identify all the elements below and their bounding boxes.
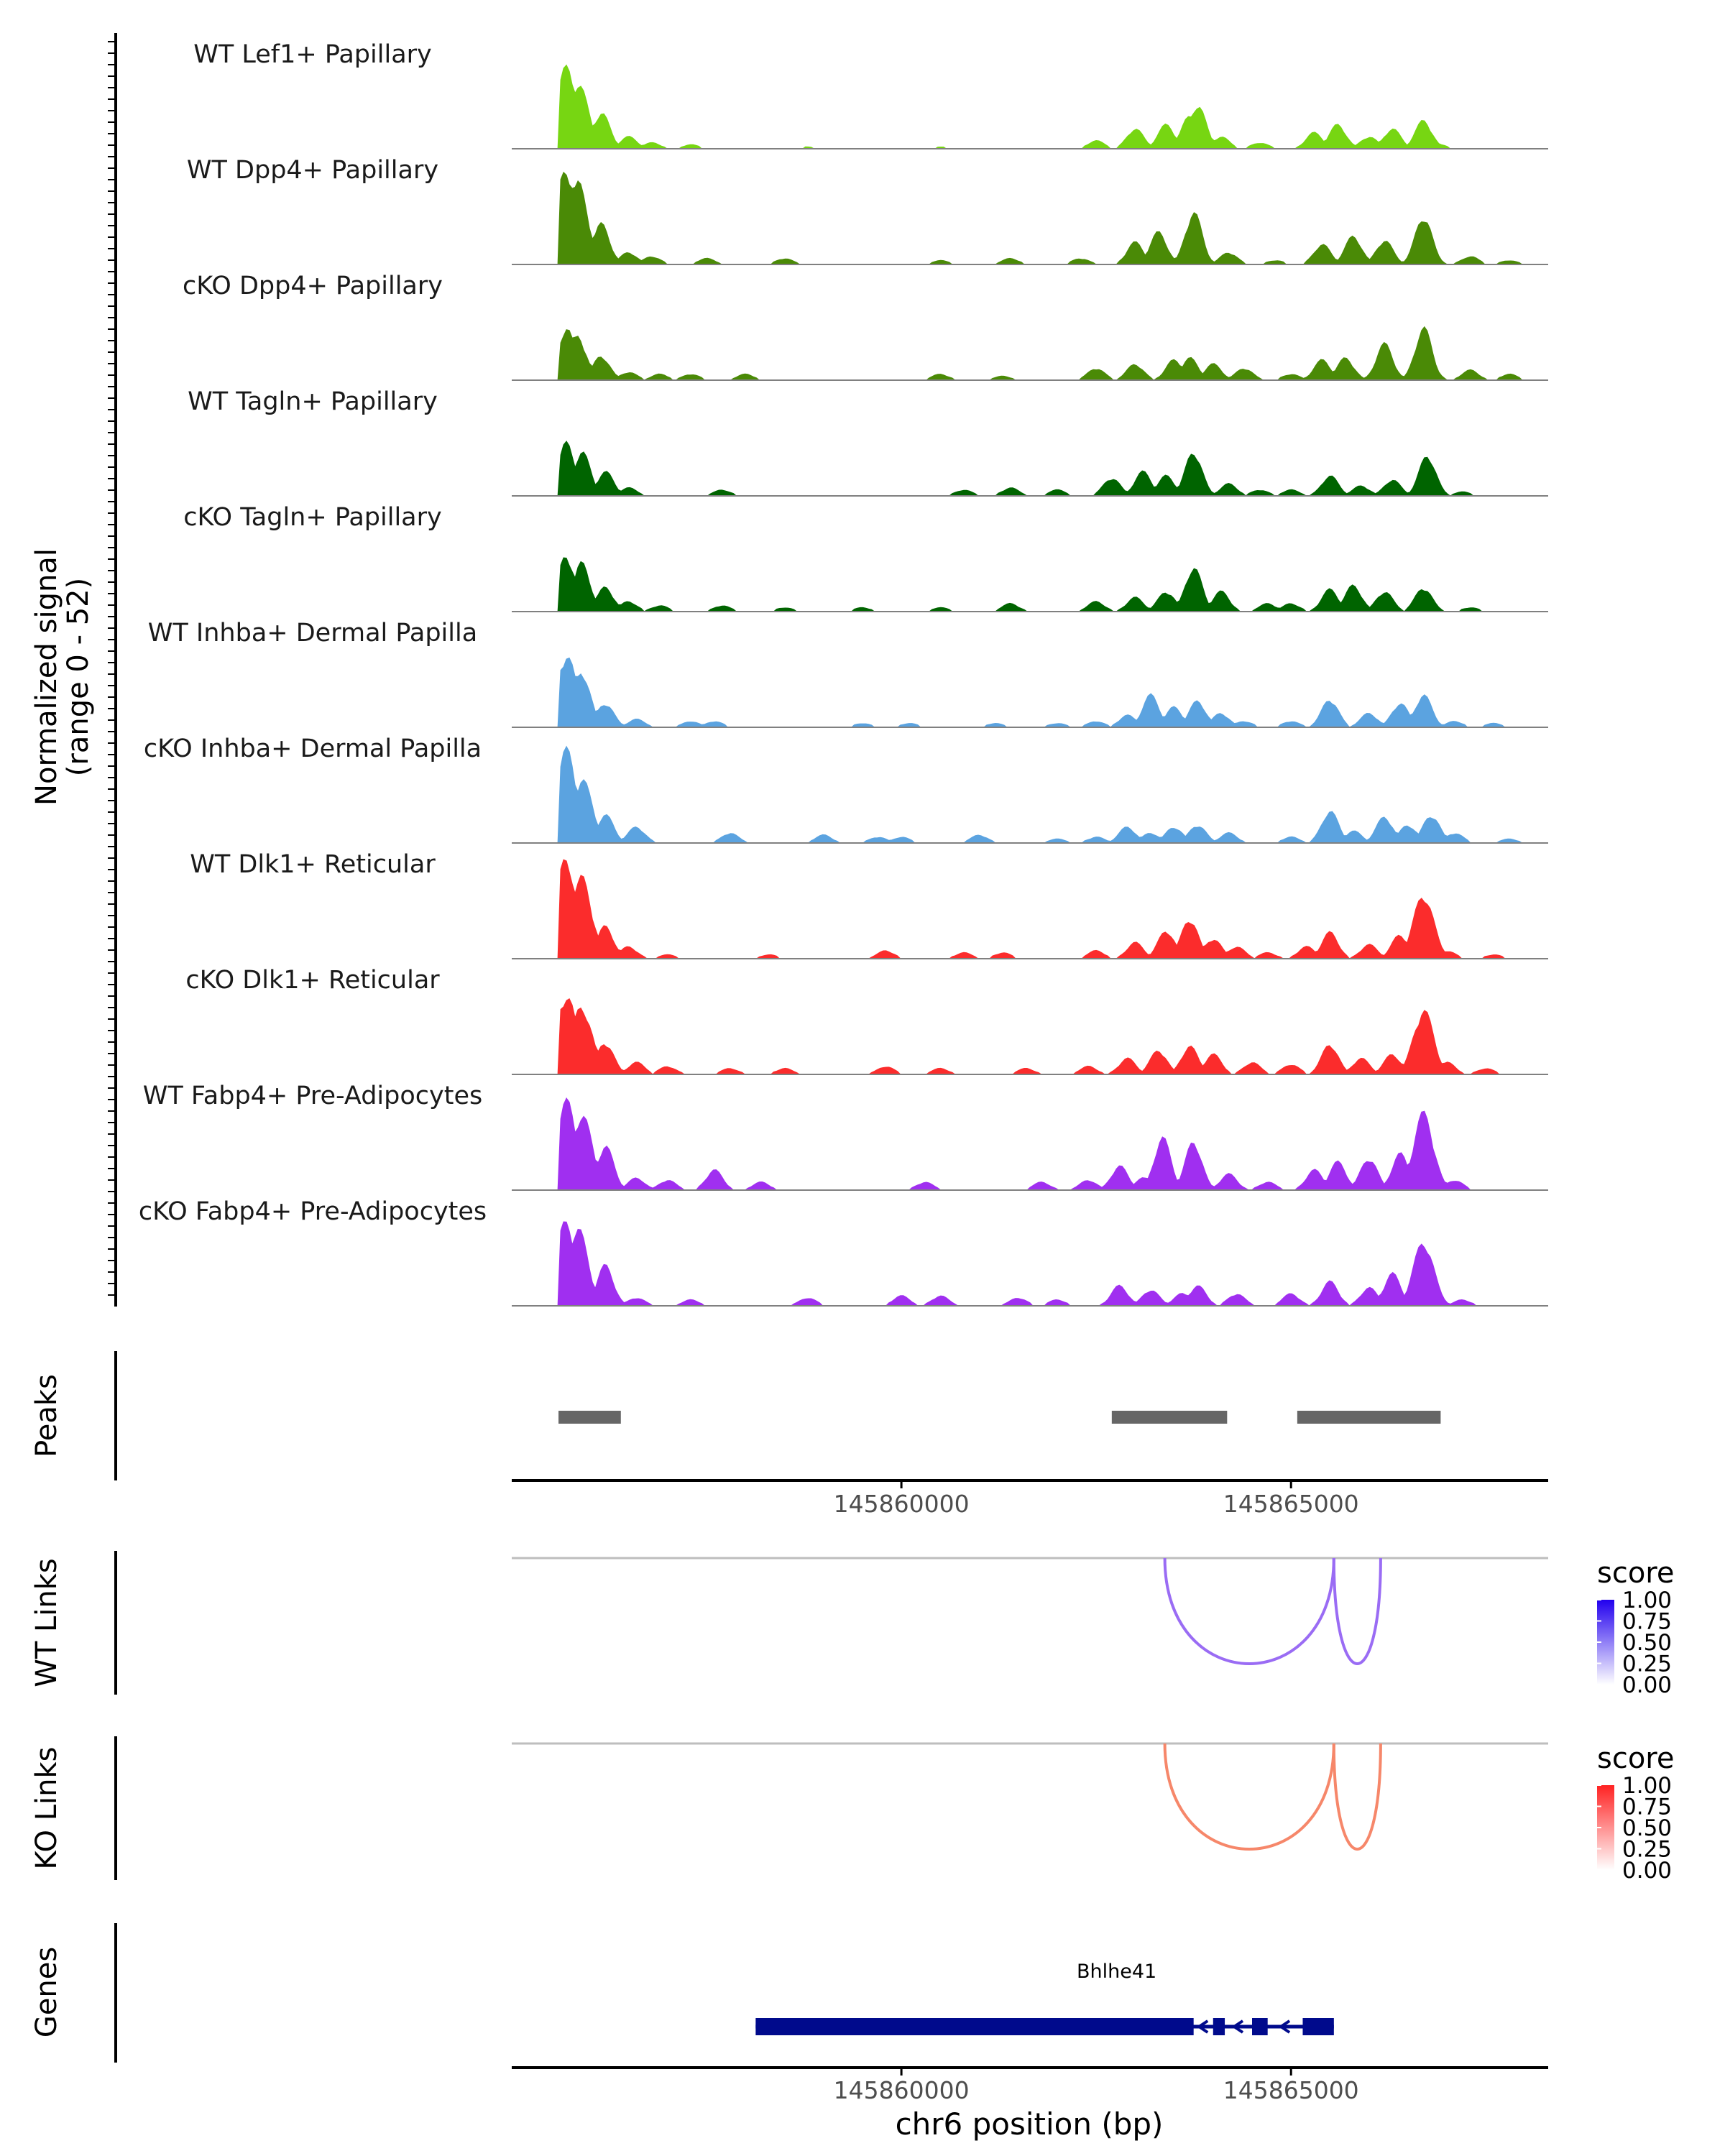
coverage-area [512,326,1548,381]
ko-score-legend: score 1.000.750.500.250.00 [1597,1742,1674,1884]
legend-tick-label: 0.50 [1622,1815,1672,1841]
coverage-area [512,1097,1548,1191]
ko-link-arcs [1163,1743,1382,1851]
coverage-track: cKO Inhba+ Dermal Papilla [144,734,1548,844]
coverage-track: WT Fabp4+ Pre-Adipocytes [143,1082,1548,1191]
peak-region [558,1411,621,1424]
wt-links-label: WT Links [30,1558,63,1687]
genes-panel: Genes Bhlhe41 145860000 145865000 chr6 po… [30,1923,1548,2142]
coverage-track: WT Dlk1+ Reticular [190,850,1548,959]
link-arc [1163,1557,1335,1665]
gene-exon [755,2018,1194,2035]
track-label: cKO Fabp4+ Pre-Adipocytes [139,1197,487,1226]
coverage-y-label-range: (range 0 - 52) [62,578,95,776]
legend-tick-label: 0.25 [1622,1651,1672,1677]
genes-label: Genes [30,1947,63,2037]
x-tick-label: 145860000 [834,2076,970,2104]
coverage-area [512,557,1548,612]
gene-exon [1302,2018,1334,2035]
gene-model: Bhlhe41 [755,1961,1334,2035]
legend-tick-label: 0.00 [1622,1672,1672,1698]
wt-legend-ticks: 1.000.750.500.250.00 [1597,1588,1672,1698]
strand-arrow [1278,2019,1291,2034]
peak-regions [558,1411,1441,1424]
x-axis-title: chr6 position (bp) [896,2106,1164,2142]
track-label: cKO Tagln+ Papillary [183,503,442,532]
coverage-area [512,745,1548,844]
legend-tick-label: 0.25 [1622,1837,1672,1863]
coverage-track: cKO Fabp4+ Pre-Adipocytes [139,1197,1548,1307]
legend-tick-label: 0.50 [1622,1630,1672,1656]
genes-x-ticks: 145860000 145865000 [834,2068,1359,2104]
track-label: WT Dlk1+ Reticular [190,850,436,879]
gene-name: Bhlhe41 [1077,1961,1156,1983]
peak-region [1111,1411,1228,1424]
track-label: cKO Dlk1+ Reticular [185,966,440,995]
coverage-y-label: Normalized signal [30,548,63,806]
ko-links-panel: KO Links score 1.000.750.500.250.00 [30,1736,1674,1884]
coverage-area [512,1221,1548,1307]
wt-links-panel: WT Links score 1.000.750.500.250.00 [30,1551,1674,1698]
coverage-track: cKO Tagln+ Papillary [183,503,1548,612]
wt-link-arcs [1163,1557,1382,1665]
coverage-area [512,657,1548,728]
ko-links-label: KO Links [30,1747,63,1870]
link-arc [1332,1557,1382,1665]
legend-tick-label: 1.00 [1622,1773,1672,1799]
ko-legend-title: score [1597,1742,1674,1775]
coverage-area [512,441,1548,497]
coverage-track: cKO Dlk1+ Reticular [185,966,1548,1075]
legend-tick-label: 1.00 [1622,1588,1672,1613]
coverage-track: WT Lef1+ Papillary [193,40,1548,149]
legend-tick-label: 0.75 [1622,1795,1672,1820]
link-arc [1163,1743,1335,1851]
track-label: WT Fabp4+ Pre-Adipocytes [143,1082,482,1110]
coverage-area [512,859,1548,959]
x-tick-label: 145865000 [1223,1490,1359,1518]
legend-tick-label: 0.00 [1622,1858,1672,1884]
coverage-track: WT Dpp4+ Papillary [187,156,1548,265]
coverage-area [512,171,1548,265]
track-label: WT Dpp4+ Papillary [187,156,438,185]
peaks-label: Peaks [30,1374,63,1457]
coverage-y-ticks [108,41,116,1296]
track-label: WT Inhba+ Dermal Papilla [148,619,477,648]
peak-region [1297,1411,1441,1424]
wt-score-legend: score 1.000.750.500.250.00 [1597,1557,1674,1698]
x-tick-label: 145860000 [834,1490,970,1518]
wt-legend-title: score [1597,1557,1674,1590]
gene-exon [1252,2018,1268,2035]
legend-tick-label: 0.75 [1622,1609,1672,1635]
strand-arrow [1196,2019,1209,2034]
strand-arrow [1231,2019,1244,2034]
coverage-area [512,64,1548,149]
gene-models: Bhlhe41 [755,1961,1334,2035]
coverage-panel: Normalized signal (range 0 - 52) WT Lef1… [30,33,1548,1307]
track-label: cKO Dpp4+ Papillary [183,272,443,300]
link-arc [1332,1743,1382,1851]
coverage-area [512,998,1548,1075]
track-label: WT Lef1+ Papillary [193,40,432,69]
coverage-tracks: WT Lef1+ Papillary WT Dpp4+ Papillary cKO … [139,40,1548,1307]
track-label: WT Tagln+ Papillary [188,387,438,416]
track-label: cKO Inhba+ Dermal Papilla [144,734,482,763]
x-tick-label: 145865000 [1223,2076,1359,2104]
peaks-panel: Peaks 145860000 145865000 [30,1351,1548,1518]
coverage-track: cKO Dpp4+ Papillary [183,272,1548,381]
ko-legend-ticks: 1.000.750.500.250.00 [1597,1773,1672,1884]
peaks-x-ticks: 145860000 145865000 [834,1480,1359,1518]
coverage-track: WT Inhba+ Dermal Papilla [148,619,1548,728]
gene-exon [1213,2018,1225,2035]
coverage-track: WT Tagln+ Papillary [188,387,1548,497]
